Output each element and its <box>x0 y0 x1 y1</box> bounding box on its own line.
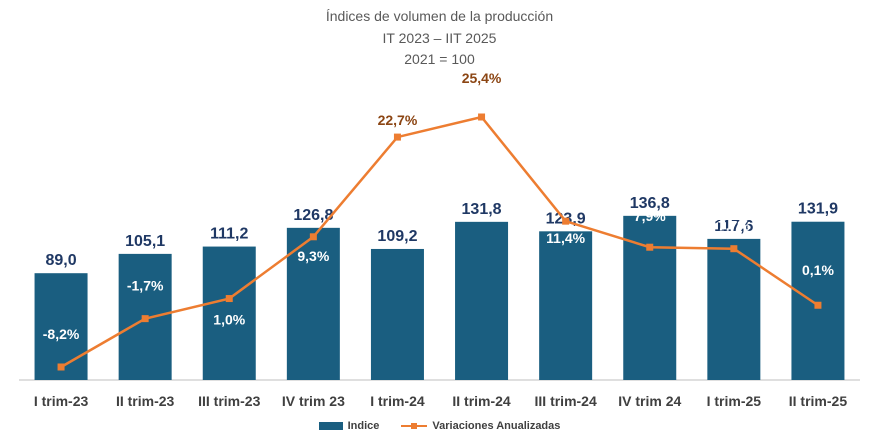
bar-data-label: 131,8 <box>462 201 502 218</box>
line-data-label: 0,1% <box>802 262 834 278</box>
legend-swatch-bar <box>318 422 343 430</box>
bar <box>623 215 677 380</box>
legend-label-bar: Indice <box>347 420 380 432</box>
line-marker <box>478 113 486 121</box>
bar-data-label: 111,2 <box>210 226 248 243</box>
line-marker <box>225 295 233 303</box>
x-tick-label: III trim-24 <box>535 393 597 409</box>
chart-legend: Indice Variaciones Anualizadas <box>0 420 879 432</box>
series-line <box>60 115 819 369</box>
line-marker <box>309 233 317 241</box>
bar <box>791 221 845 380</box>
line-data-label: 11,4% <box>546 230 585 246</box>
bar-data-label: 126,8 <box>293 207 333 224</box>
bar <box>455 221 509 380</box>
bar-data-label: 89,0 <box>45 252 76 269</box>
line-data-label: -1,7% <box>127 278 164 294</box>
x-tick-label: I trim-25 <box>707 393 762 409</box>
bar <box>34 273 88 380</box>
x-tick-label: IV trim 24 <box>618 393 681 409</box>
bar-data-label: 136,8 <box>630 195 670 212</box>
bar <box>539 231 593 380</box>
line-marker <box>814 301 822 309</box>
line-marker <box>562 217 570 225</box>
line-marker <box>646 243 654 251</box>
line-data-label: 9,3% <box>297 248 329 264</box>
x-tick-label: I trim-24 <box>370 393 425 409</box>
bar <box>202 246 256 380</box>
legend-swatch-line <box>401 422 428 430</box>
legend-item-line: Variaciones Anualizadas <box>401 420 560 432</box>
line-marker <box>57 363 65 371</box>
bar-data-label: 117,6 <box>714 218 753 235</box>
x-tick-label: II trim-25 <box>789 393 848 409</box>
x-tick-label: II trim-24 <box>452 393 511 409</box>
chart-subtitle-base: 2021 = 100 <box>404 51 475 67</box>
line-marker <box>141 315 149 323</box>
line-data-label: 25,4% <box>462 70 502 86</box>
line-data-label: 22,7% <box>378 112 418 128</box>
bar <box>370 248 424 380</box>
line-data-label: 7,9% <box>634 208 666 224</box>
chart-subtitle: IT 2023 – IIT 2025 <box>382 30 497 46</box>
x-tick-label: III trim-23 <box>198 393 260 409</box>
legend-label-line: Variaciones Anualizadas <box>432 420 561 432</box>
line-data-label: 1,0% <box>213 312 245 328</box>
line-marker <box>393 133 401 141</box>
x-tick-label: I trim-23 <box>34 393 89 409</box>
x-tick-label: II trim-23 <box>116 393 175 409</box>
bar-data-label: 131,9 <box>798 201 838 218</box>
legend-item-bar: Indice <box>318 420 380 432</box>
bar <box>707 238 761 380</box>
line-marker <box>730 245 738 253</box>
line-data-label: -8,2% <box>43 326 80 342</box>
x-tick-label: IV trim 23 <box>282 393 345 409</box>
line-data-label: 7,7% <box>718 218 750 234</box>
bar-data-label: 109,2 <box>377 228 417 245</box>
bar <box>286 227 340 380</box>
chart-title: Índices de volumen de la producción <box>325 8 554 24</box>
bar-data-label: 105,1 <box>125 233 165 250</box>
